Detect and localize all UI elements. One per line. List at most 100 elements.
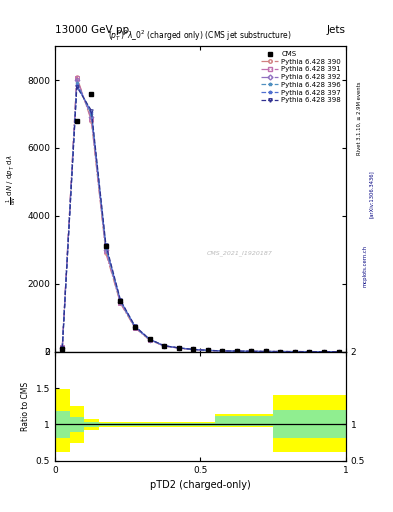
CMS: [147, 336, 152, 343]
Pythia 6.428 390: [292, 349, 297, 355]
Pythia 6.428 398: [220, 348, 225, 354]
Pythia 6.428 397: [60, 345, 64, 351]
Pythia 6.428 392: [162, 343, 167, 349]
Pythia 6.428 391: [60, 345, 64, 351]
Line: Pythia 6.428 391: Pythia 6.428 391: [61, 77, 340, 353]
Pythia 6.428 391: [162, 343, 167, 349]
Pythia 6.428 396: [104, 245, 108, 251]
CMS: [234, 348, 239, 354]
Pythia 6.428 396: [60, 345, 64, 351]
Pythia 6.428 391: [75, 75, 79, 81]
Line: Pythia 6.428 398: Pythia 6.428 398: [61, 85, 340, 353]
Pythia 6.428 396: [118, 298, 123, 305]
Pythia 6.428 390: [176, 345, 181, 351]
Pythia 6.428 390: [89, 118, 94, 124]
Pythia 6.428 390: [307, 349, 312, 355]
Pythia 6.428 398: [206, 347, 210, 353]
Pythia 6.428 391: [307, 349, 312, 355]
Pythia 6.428 398: [60, 345, 64, 351]
CMS: [263, 348, 268, 354]
Pythia 6.428 397: [249, 348, 254, 354]
Pythia 6.428 398: [133, 323, 138, 329]
Pythia 6.428 391: [89, 116, 94, 122]
Pythia 6.428 397: [292, 349, 297, 355]
Pythia 6.428 392: [133, 324, 138, 330]
Pythia 6.428 398: [162, 343, 167, 349]
Pythia 6.428 392: [104, 247, 108, 253]
Pythia 6.428 391: [191, 347, 196, 353]
Pythia 6.428 392: [249, 348, 254, 354]
Pythia 6.428 390: [60, 344, 64, 350]
Pythia 6.428 390: [322, 349, 327, 355]
Pythia 6.428 396: [206, 347, 210, 353]
Pythia 6.428 391: [104, 248, 108, 254]
CMS: [307, 349, 312, 355]
CMS: [60, 346, 64, 352]
Pythia 6.428 392: [307, 349, 312, 355]
Pythia 6.428 397: [75, 82, 79, 88]
Pythia 6.428 396: [249, 348, 254, 354]
Pythia 6.428 392: [206, 347, 210, 353]
Text: $(p_T^D)^2\lambda\_0^2$ (charged only) (CMS jet substructure): $(p_T^D)^2\lambda\_0^2$ (charged only) (…: [108, 28, 292, 43]
Pythia 6.428 391: [263, 348, 268, 354]
Legend: CMS, Pythia 6.428 390, Pythia 6.428 391, Pythia 6.428 392, Pythia 6.428 396, Pyt: CMS, Pythia 6.428 390, Pythia 6.428 391,…: [258, 48, 344, 106]
Pythia 6.428 398: [278, 349, 283, 355]
Y-axis label: 1 / mathrmN d/mathrm d$p_T$ mathrmN d/mathrm d$\lambda$: 1 / mathrmN d/mathrm d$p_T$ mathrmN d/ma…: [16, 180, 22, 218]
Pythia 6.428 392: [234, 348, 239, 354]
Pythia 6.428 392: [89, 114, 94, 120]
Pythia 6.428 397: [336, 349, 341, 355]
Pythia 6.428 392: [118, 299, 123, 305]
Pythia 6.428 398: [176, 345, 181, 351]
Pythia 6.428 396: [75, 80, 79, 87]
Text: [arXiv:1306.3436]: [arXiv:1306.3436]: [369, 170, 374, 219]
Pythia 6.428 392: [336, 349, 341, 355]
Pythia 6.428 398: [263, 348, 268, 354]
Pythia 6.428 390: [206, 347, 210, 353]
CMS: [75, 118, 79, 124]
Pythia 6.428 396: [278, 349, 283, 355]
Pythia 6.428 396: [133, 324, 138, 330]
Pythia 6.428 392: [278, 349, 283, 355]
Pythia 6.428 390: [336, 349, 341, 355]
Pythia 6.428 397: [133, 324, 138, 330]
Pythia 6.428 391: [118, 300, 123, 306]
Pythia 6.428 397: [191, 346, 196, 352]
Pythia 6.428 392: [75, 77, 79, 83]
Pythia 6.428 396: [191, 347, 196, 353]
Pythia 6.428 392: [292, 349, 297, 355]
Pythia 6.428 397: [220, 348, 225, 354]
Pythia 6.428 390: [220, 348, 225, 354]
Pythia 6.428 397: [263, 348, 268, 354]
CMS: [162, 343, 167, 349]
Pythia 6.428 396: [322, 349, 327, 355]
Text: mcplots.cern.ch: mcplots.cern.ch: [363, 245, 368, 287]
Pythia 6.428 392: [322, 349, 327, 355]
Pythia 6.428 391: [292, 349, 297, 355]
Pythia 6.428 391: [133, 325, 138, 331]
Pythia 6.428 391: [220, 348, 225, 354]
Pythia 6.428 396: [220, 348, 225, 354]
Pythia 6.428 390: [234, 348, 239, 354]
Pythia 6.428 397: [89, 109, 94, 115]
Pythia 6.428 397: [307, 349, 312, 355]
Pythia 6.428 392: [220, 348, 225, 354]
Pythia 6.428 398: [307, 349, 312, 355]
Pythia 6.428 397: [234, 348, 239, 354]
Line: Pythia 6.428 390: Pythia 6.428 390: [61, 75, 340, 353]
Pythia 6.428 392: [60, 345, 64, 351]
CMS: [176, 345, 181, 351]
Pythia 6.428 397: [322, 349, 327, 355]
Pythia 6.428 396: [234, 348, 239, 354]
Pythia 6.428 398: [322, 349, 327, 355]
Pythia 6.428 390: [104, 250, 108, 257]
CMS: [133, 324, 138, 330]
Pythia 6.428 392: [147, 336, 152, 343]
Pythia 6.428 398: [234, 348, 239, 354]
Pythia 6.428 398: [118, 297, 123, 303]
Text: $\frac{1}{\mathrm{d}N}\ \mathrm{d}N\ /\ \mathrm{d}p_T\ \mathrm{d}\lambda$: $\frac{1}{\mathrm{d}N}\ \mathrm{d}N\ /\ …: [5, 154, 19, 205]
Pythia 6.428 391: [234, 348, 239, 354]
Pythia 6.428 398: [336, 349, 341, 355]
Pythia 6.428 391: [249, 348, 254, 354]
CMS: [292, 349, 297, 355]
Line: Pythia 6.428 392: Pythia 6.428 392: [61, 78, 340, 353]
